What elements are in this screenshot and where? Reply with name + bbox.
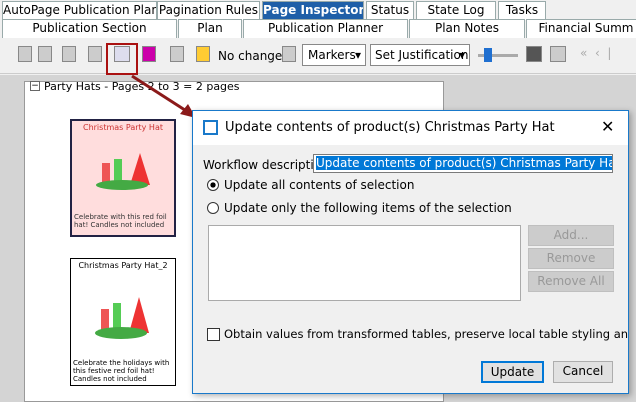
tab[interactable]: Page Inspector	[262, 1, 364, 20]
multi-select-tool[interactable]	[38, 46, 52, 62]
product-image	[95, 297, 149, 339]
tab[interactable]: Publication Planner	[243, 19, 408, 38]
dropdown-text: Set Justification	[375, 48, 469, 62]
highlight-box	[106, 43, 138, 75]
add-button[interactable]: Add...	[528, 225, 614, 246]
items-list[interactable]	[208, 225, 521, 301]
checkbox[interactable]	[207, 328, 220, 341]
product-image	[96, 153, 150, 190]
grid-icon[interactable]	[526, 46, 542, 62]
nav-arrows[interactable]: « ‹ |	[580, 46, 612, 60]
page-title: Christmas Party Hat_2	[78, 261, 168, 270]
select-tool[interactable]	[18, 46, 32, 62]
cancel-button[interactable]: Cancel	[553, 361, 613, 383]
tool-icon[interactable]	[88, 46, 102, 62]
dialog-title: Update contents of product(s) Christmas …	[225, 120, 555, 135]
checkbox-label: Obtain values from transformed tables, p…	[224, 327, 629, 341]
tab[interactable]: Pagination Rules	[157, 1, 260, 20]
tab[interactable]: Plan Notes	[409, 19, 525, 38]
page-text: Celebrate with this red foil hat! Candle…	[74, 213, 167, 229]
page-title: Christmas Party Hat	[82, 123, 163, 132]
status-text: No changes	[218, 49, 289, 63]
tool-icon[interactable]	[62, 46, 76, 62]
page-thumbnail[interactable]: Christmas Party Hat Celebrate with this …	[70, 119, 176, 237]
lock-icon[interactable]	[196, 46, 210, 62]
close-button[interactable]: ✕	[601, 117, 615, 136]
slider-thumb[interactable]	[484, 48, 492, 62]
remove-button[interactable]: Remove	[528, 248, 614, 269]
tool-icon[interactable]	[550, 46, 566, 62]
radio-label: Update only the following items of the s…	[224, 201, 512, 215]
input-text: Update contents of product(s) Christmas …	[316, 156, 612, 170]
tab[interactable]: Financial Summ	[526, 19, 636, 38]
justification-dropdown[interactable]: Set Justification ▾	[370, 44, 470, 66]
radio-selected[interactable]	[207, 179, 219, 191]
collapse-button[interactable]: −	[30, 81, 40, 91]
dropdown-text: Markers	[308, 48, 356, 62]
markers-dropdown[interactable]: Markers ▾	[302, 44, 366, 66]
page-text: Celebrate the holidays with this festive…	[73, 359, 170, 383]
tool-icon[interactable]	[142, 46, 156, 62]
radio[interactable]	[207, 202, 219, 214]
tool-icon[interactable]	[282, 46, 296, 62]
tab[interactable]: Publication Section	[2, 19, 177, 38]
slider[interactable]	[478, 54, 518, 57]
remove-all-button[interactable]: Remove All	[528, 271, 614, 292]
dialog-titlebar: Update contents of product(s) Christmas …	[193, 111, 628, 145]
tab[interactable]: Tasks	[498, 1, 546, 20]
dialog: Update contents of product(s) Christmas …	[192, 110, 629, 394]
tab[interactable]: Status	[366, 1, 414, 20]
tab[interactable]: AutoPage Publication Planner	[2, 1, 157, 20]
tab[interactable]: Plan	[178, 19, 242, 38]
radio-label: Update all contents of selection	[224, 178, 415, 192]
dialog-icon	[203, 120, 218, 135]
tool-icon[interactable]	[170, 46, 184, 62]
update-button[interactable]: Update	[481, 361, 544, 383]
tab[interactable]: State Log	[416, 1, 496, 20]
update-contents-tool[interactable]	[114, 46, 130, 62]
page-thumbnail[interactable]: Christmas Party Hat_2 Celebrate the holi…	[70, 258, 176, 386]
workflow-input[interactable]: Update contents of product(s) Christmas …	[313, 154, 613, 173]
group-header: Party Hats - Pages 2 to 3 = 2 pages	[44, 80, 240, 93]
field-label: Workflow description:	[203, 158, 333, 172]
